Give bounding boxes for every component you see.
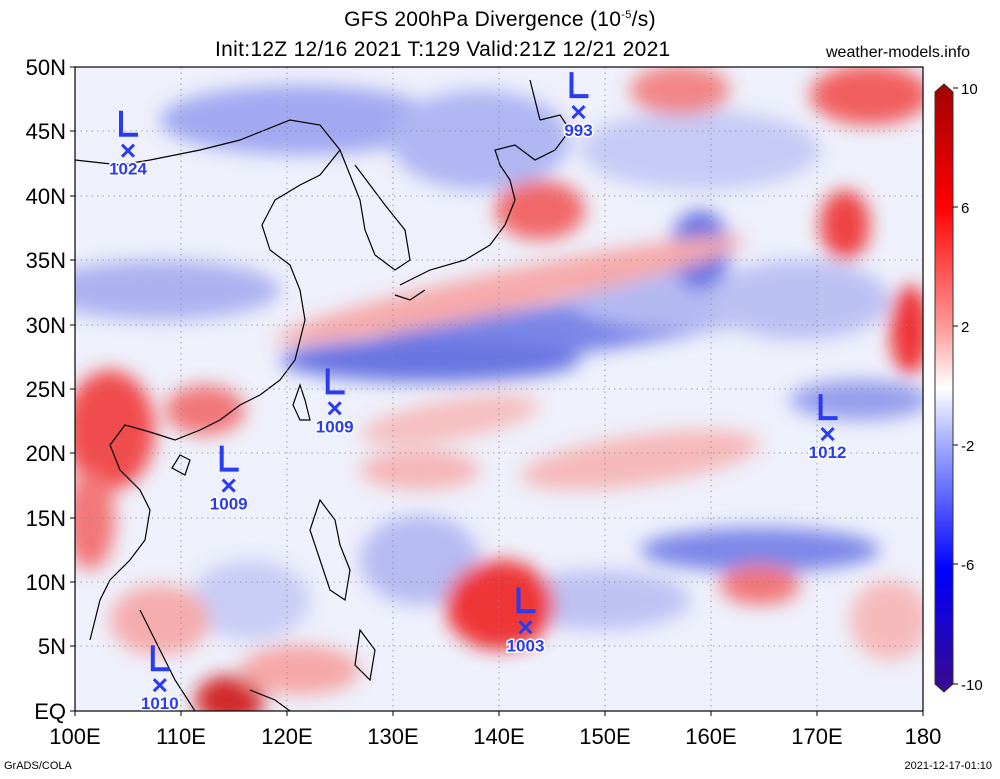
init-valid-line: Init:12Z 12/16 2021 T:129 Valid:21Z 12/2…: [215, 38, 671, 61]
lon-label: 130E: [367, 724, 418, 749]
low-letter: [119, 110, 138, 137]
low-letter: [516, 587, 536, 614]
low-center-mark: [152, 678, 167, 693]
lat-label: 40N: [26, 184, 66, 209]
lat-label: 25N: [26, 377, 66, 402]
low-pressure-value: 1009: [316, 417, 354, 436]
low-marker: 1024: [108, 110, 149, 180]
colorbar-label: 2: [961, 319, 969, 336]
colorbar-label: 6: [961, 200, 969, 217]
low-pressure-value: 993: [564, 121, 592, 140]
low-pressure-value: 1009: [210, 495, 248, 514]
grads-credit: GrADS/COLA: [4, 760, 72, 772]
low-center-mark: [571, 105, 586, 120]
low-marker: 1003: [505, 587, 546, 657]
low-letter: [150, 645, 170, 672]
low-marker: 993: [563, 72, 594, 142]
low-marker: 1009: [314, 368, 355, 438]
colorbar-scale: [934, 83, 954, 693]
low-pressure-value: 1010: [141, 694, 179, 713]
low-center-mark: [820, 427, 835, 442]
low-letter: [569, 72, 589, 99]
lat-label: 35N: [26, 248, 66, 273]
low-markers: 1024 993 1009 1009 1012 1003 1010: [108, 72, 848, 715]
low-center-mark: [518, 620, 533, 635]
title-exponent: -5: [621, 9, 632, 21]
title-text: GFS 200hPa Divergence (10: [344, 8, 622, 31]
axis-ticks: [70, 66, 924, 716]
lat-label: 20N: [26, 441, 66, 466]
low-center-mark: [120, 143, 136, 158]
lat-label: 50N: [26, 55, 66, 80]
low-center-mark: [327, 401, 342, 416]
site-label: weather-models.info: [826, 44, 971, 61]
low-pressure-value: 1003: [507, 636, 545, 655]
lon-label: 180: [905, 724, 942, 749]
colorbar: 10 6 2 -2 -6 -10: [934, 81, 983, 694]
chart-title: GFS 200hPa Divergence (10-5/s): [0, 8, 1000, 32]
lon-label: 160E: [685, 724, 736, 749]
low-marker: 1009: [208, 445, 249, 515]
grid-lines: [75, 67, 923, 711]
colorbar-label: -6: [961, 557, 974, 574]
lat-label: 10N: [26, 570, 66, 595]
lat-label: EQ: [34, 699, 66, 724]
low-pressure-value: 1012: [809, 443, 847, 462]
low-letter: [818, 394, 838, 421]
low-marker: 1010: [139, 645, 180, 715]
lat-label: 15N: [26, 506, 66, 531]
lat-label: 45N: [26, 119, 66, 144]
colorbar-label: -10: [961, 677, 983, 694]
lon-label: 150E: [579, 724, 630, 749]
lon-label: 100E: [49, 724, 100, 749]
lon-label: 140E: [473, 724, 524, 749]
low-center-mark: [221, 478, 236, 493]
lat-label: 5N: [38, 634, 66, 659]
lon-label: 110E: [156, 724, 206, 749]
low-letter: [219, 445, 239, 472]
render-timestamp: 2021-12-17-01:10: [904, 760, 992, 772]
low-pressure-value: 1024: [109, 160, 147, 179]
colorbar-label: -2: [961, 438, 974, 455]
low-letter: [325, 368, 345, 395]
title-unit: /s): [631, 8, 656, 31]
lon-label: 170E: [791, 724, 842, 749]
lon-label: 120E: [261, 724, 312, 749]
divergence-field: [75, 67, 923, 711]
lat-label: 30N: [26, 313, 66, 338]
colorbar-label: 10: [961, 81, 978, 98]
coastlines: [75, 79, 571, 711]
low-marker: 1012: [807, 394, 848, 464]
